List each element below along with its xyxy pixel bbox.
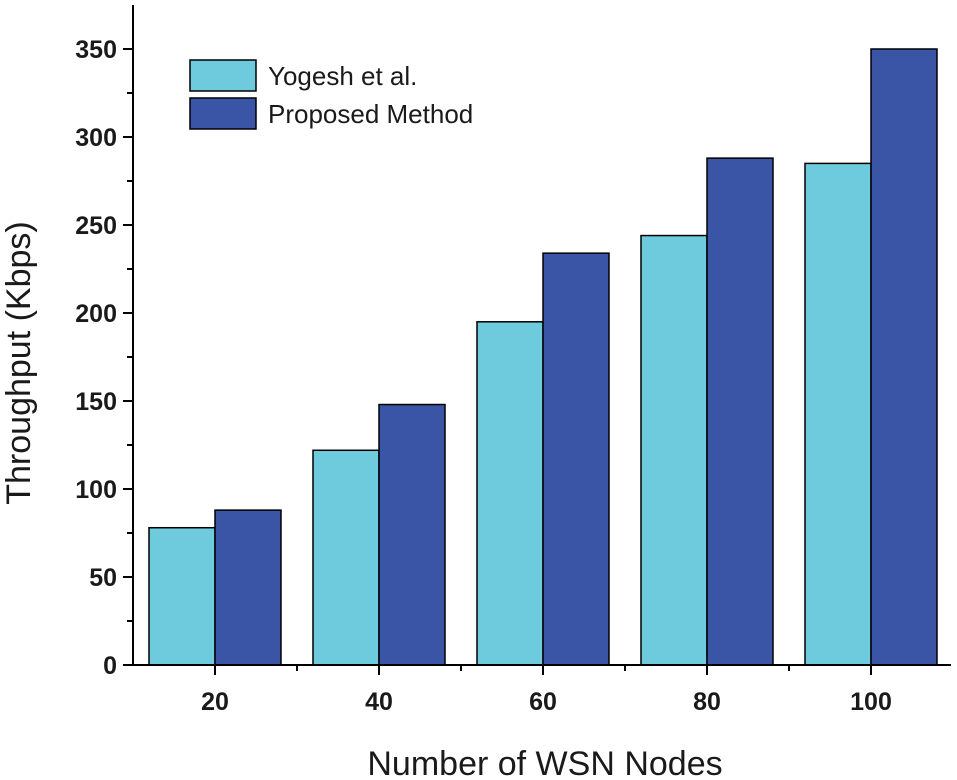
legend-swatch-yogesh: [189, 59, 257, 92]
bar-proposed-40: [378, 403, 446, 666]
y-tick-label: 250: [75, 212, 117, 240]
y-tick-label: 100: [75, 476, 117, 504]
y-tick-label: 50: [89, 564, 117, 592]
x-tick-label: 100: [850, 688, 892, 716]
bar-yogesh-40: [312, 449, 380, 666]
y-tick-label: 150: [75, 388, 117, 416]
x-tick-label: 40: [365, 688, 393, 716]
legend-swatch-proposed: [189, 97, 257, 130]
x-tick-label: 80: [693, 688, 721, 716]
x-tick-label: 20: [201, 688, 229, 716]
bar-yogesh-80: [640, 234, 708, 666]
y-ticks-group: 0 50 100 150 200 250 300 350: [75, 36, 133, 680]
x-tick-label: 60: [529, 688, 557, 716]
bar-yogesh-60: [476, 321, 544, 666]
legend-label-proposed: Proposed Method: [268, 99, 473, 129]
y-tick-label: 300: [75, 124, 117, 152]
bar-proposed-100: [870, 48, 938, 666]
legend: Yogesh et al. Proposed Method: [189, 59, 473, 130]
y-tick-label: 200: [75, 300, 117, 328]
x-ticks-group: 20 40 60 80 100: [201, 665, 892, 716]
bar-yogesh-100: [804, 162, 872, 666]
legend-label-yogesh: Yogesh et al.: [268, 61, 417, 91]
bar-proposed-60: [542, 252, 610, 666]
x-axis-title: Number of WSN Nodes: [367, 745, 722, 780]
bar-proposed-80: [706, 157, 774, 666]
y-tick-label: 0: [103, 652, 117, 680]
bar-proposed-20: [214, 509, 282, 666]
y-tick-label: 350: [75, 36, 117, 64]
bars-group: [148, 48, 938, 666]
y-axis-title: Throughput (Kbps): [0, 221, 38, 505]
bar-yogesh-20: [148, 526, 216, 666]
